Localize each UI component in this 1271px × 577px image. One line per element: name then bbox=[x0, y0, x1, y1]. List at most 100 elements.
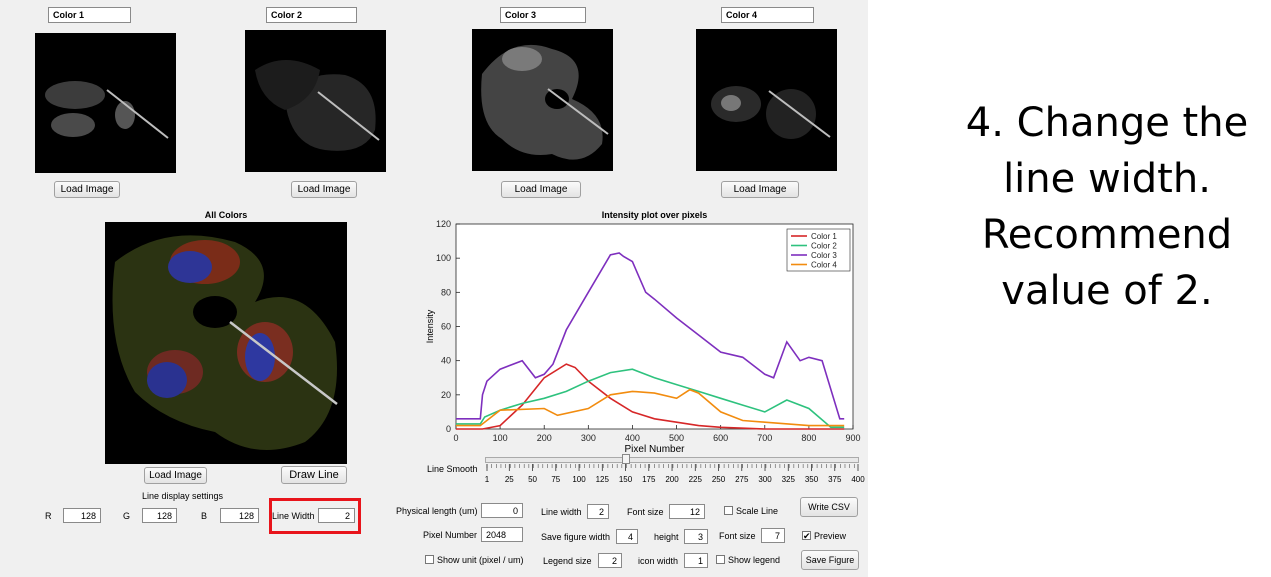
slider-tick-label: 25 bbox=[505, 475, 514, 484]
legend-label-3: Color 3 bbox=[811, 251, 837, 260]
y-tick-label: 60 bbox=[441, 322, 451, 332]
line-smooth-track[interactable] bbox=[485, 457, 859, 463]
instruction-line-2: line width. bbox=[1003, 156, 1211, 202]
line-width-highlight-box bbox=[269, 498, 361, 534]
color4-title: Color 4 bbox=[721, 7, 814, 23]
r-field[interactable]: 128 bbox=[63, 508, 101, 523]
physical-length-field[interactable]: 0 bbox=[481, 503, 523, 518]
series-line-1 bbox=[456, 363, 845, 430]
y-tick-label: 80 bbox=[441, 287, 451, 297]
font-size2-field[interactable]: 7 bbox=[761, 528, 785, 543]
preview-label: Preview bbox=[814, 531, 847, 541]
draw-line-button[interactable]: Draw Line bbox=[281, 466, 347, 484]
slider-tick-label: 225 bbox=[689, 475, 703, 484]
x-tick-label: 0 bbox=[453, 433, 458, 443]
slider-tick-label: 125 bbox=[596, 475, 610, 484]
series-line-2 bbox=[456, 368, 845, 429]
g-field[interactable]: 128 bbox=[142, 508, 177, 523]
legend-label-2: Color 2 bbox=[811, 242, 837, 251]
x-tick-label: 900 bbox=[845, 433, 860, 443]
x-axis-label: Pixel Number bbox=[624, 444, 685, 455]
write-csv-button[interactable]: Write CSV bbox=[800, 497, 858, 517]
color2-image bbox=[245, 30, 386, 172]
scale-line-checkbox[interactable] bbox=[724, 506, 733, 515]
color2-title: Color 2 bbox=[266, 7, 357, 23]
slider-tick-label: 150 bbox=[619, 475, 633, 484]
instruction-text: 4. Change the line width. Recommend valu… bbox=[912, 95, 1271, 319]
b-field[interactable]: 128 bbox=[220, 508, 259, 523]
save-fig-width-field[interactable]: 4 bbox=[616, 529, 638, 544]
icon-width-label: icon width bbox=[638, 556, 679, 566]
show-legend-label: Show legend bbox=[728, 555, 781, 565]
y-tick-label: 40 bbox=[441, 356, 451, 366]
line-settings-title: Line display settings bbox=[142, 491, 224, 501]
scale-line-label: Scale Line bbox=[736, 506, 779, 516]
height-label: height bbox=[654, 532, 679, 542]
g-label: G bbox=[123, 511, 131, 521]
color2-load-button[interactable]: Load Image bbox=[291, 181, 357, 198]
composite-image bbox=[105, 222, 347, 464]
instruction-line-4: value of 2. bbox=[1001, 268, 1213, 314]
slider-tick-label: 1 bbox=[485, 475, 490, 484]
font-size2-label: Font size bbox=[719, 531, 756, 541]
y-tick-label: 120 bbox=[436, 219, 451, 229]
slider-tick-label: 100 bbox=[572, 475, 586, 484]
save-figure-button[interactable]: Save Figure bbox=[801, 550, 859, 570]
line-width2-field[interactable]: 2 bbox=[587, 504, 609, 519]
slider-tick-label: 375 bbox=[828, 475, 842, 484]
x-tick-label: 200 bbox=[537, 433, 552, 443]
color1-image bbox=[35, 33, 176, 173]
line-smooth-scale: 1 25 50 75 100 125 150 175 200 225 250 275 300 325 350… bbox=[485, 464, 865, 484]
instruction-line-1: 4. Change the bbox=[965, 100, 1249, 146]
show-unit-checkbox[interactable] bbox=[425, 555, 434, 564]
slider-tick-label: 75 bbox=[551, 475, 560, 484]
color1-load-button[interactable]: Load Image bbox=[54, 181, 120, 198]
line-width-label: Line Width bbox=[272, 511, 315, 521]
x-tick-label: 400 bbox=[625, 433, 640, 443]
show-legend-checkbox[interactable] bbox=[716, 555, 725, 564]
x-tick-label: 700 bbox=[757, 433, 772, 443]
slider-tick-label: 50 bbox=[528, 475, 537, 484]
preview-checkbox[interactable]: ✔ bbox=[802, 531, 811, 541]
legend-size-field[interactable]: 2 bbox=[598, 553, 622, 568]
slider-tick-label: 275 bbox=[735, 475, 749, 484]
slider-tick-label: 300 bbox=[758, 475, 772, 484]
slider-tick-label: 400 bbox=[851, 475, 865, 484]
line-smooth-thumb[interactable] bbox=[621, 454, 630, 464]
composite-title: All Colors bbox=[204, 210, 248, 220]
x-tick-label: 300 bbox=[581, 433, 596, 443]
show-unit-label: Show unit (pixel / um) bbox=[437, 555, 524, 565]
slider-tick-label: 200 bbox=[665, 475, 679, 484]
font-size-field[interactable]: 12 bbox=[669, 504, 705, 519]
slider-tick-label: 350 bbox=[805, 475, 819, 484]
r-label: R bbox=[45, 511, 52, 521]
app-window: Color 1 Load Image Color 2 Load Image Co… bbox=[0, 0, 868, 577]
pixel-number-label: Pixel Number bbox=[423, 530, 478, 540]
icon-width-field[interactable]: 1 bbox=[684, 553, 708, 568]
composite-load-button[interactable]: Load Image bbox=[144, 467, 207, 484]
font-size-label: Font size bbox=[627, 507, 664, 517]
series-line-3 bbox=[456, 252, 845, 420]
b-label: B bbox=[201, 511, 208, 521]
legend-label-4: Color 4 bbox=[811, 261, 837, 270]
x-tick-label: 100 bbox=[493, 433, 508, 443]
line-width-field[interactable]: 2 bbox=[318, 508, 355, 523]
pixel-number-field[interactable]: 2048 bbox=[481, 527, 523, 542]
slider-tick-label: 325 bbox=[782, 475, 796, 484]
y-axis-label: Intensity bbox=[425, 309, 435, 343]
series-line-4 bbox=[456, 388, 845, 427]
height-field[interactable]: 3 bbox=[684, 529, 708, 544]
x-tick-label: 500 bbox=[669, 433, 684, 443]
x-tick-label: 600 bbox=[713, 433, 728, 443]
y-tick-label: 20 bbox=[441, 390, 451, 400]
slider-tick-label: 250 bbox=[712, 475, 726, 484]
color3-load-button[interactable]: Load Image bbox=[501, 181, 581, 198]
color4-load-button[interactable]: Load Image bbox=[721, 181, 799, 198]
intensity-chart: Intensity plot over pixels 0 100 200 300 400 5… bbox=[425, 210, 861, 455]
color4-image bbox=[696, 29, 837, 171]
color3-title: Color 3 bbox=[500, 7, 586, 23]
chart-title: Intensity plot over pixels bbox=[602, 210, 708, 220]
x-tick-label: 800 bbox=[801, 433, 816, 443]
y-tick-label: 100 bbox=[436, 253, 451, 263]
slider-tick-label: 175 bbox=[642, 475, 656, 484]
